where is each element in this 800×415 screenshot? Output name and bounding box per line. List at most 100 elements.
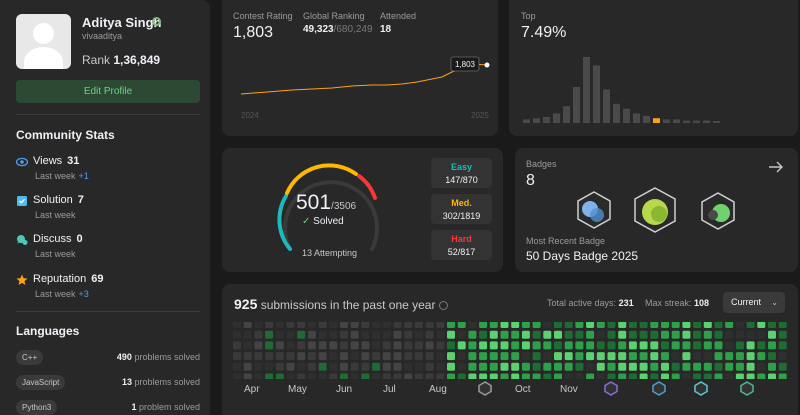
year-start-label: 2024 [241,111,259,120]
medium-stat[interactable]: Med. 302/1819 [431,194,492,224]
month-badge-icon[interactable] [652,381,666,399]
heatmap-cell [586,352,595,361]
histogram-bar [693,120,700,123]
heatmap-cell [447,362,455,371]
heatmap-cell [757,352,766,361]
edit-profile-button[interactable]: Edit Profile [16,80,200,103]
heatmap-title: 925 submissions in the past one year [234,296,449,312]
heatmap-cell [286,373,295,379]
heatmap-cell [297,322,306,328]
histogram-bar [613,103,620,123]
heatmap-cell [671,330,680,339]
heatmap-cell [532,373,541,379]
heatmap-cell [532,352,541,361]
heatmap-cell [703,373,712,379]
heatmap-cell [671,373,680,379]
heatmap-cell [500,373,509,379]
heatmap-cell [382,373,391,379]
heatmap-cell [489,341,498,350]
percentile-histogram[interactable] [521,55,791,125]
badge-icon[interactable] [632,186,678,234]
heatmap-cell [254,352,263,361]
heatmap-cell [778,352,787,361]
heatmap-cell [286,322,295,328]
heatmap-cell [725,373,734,379]
language-tag[interactable]: C++ [16,350,44,365]
heatmap-cell [575,341,584,350]
heatmap-cell [757,341,766,350]
heatmap-cell [639,373,648,379]
badges-card: Badges 8 Most Recent Badge 50 Days Badge… [515,148,798,272]
heatmap-cell [404,341,413,350]
heatmap-cell [628,330,637,339]
heatmap-cell [297,341,306,350]
heatmap-cell [318,352,327,361]
heatmap-cell [735,322,744,328]
heatmap-cell [564,373,573,379]
avatar[interactable] [16,14,71,69]
badge-icon[interactable] [699,191,737,231]
heatmap-grid[interactable] [233,322,788,379]
month-badge-icon[interactable] [478,381,492,399]
heatmap-cell [286,352,295,361]
month-badge-icon[interactable] [604,381,618,399]
month-badge-icon[interactable] [740,381,754,399]
heatmap-cell [682,330,691,339]
heatmap-cell [543,373,552,379]
heatmap-cell [757,322,766,328]
year-dropdown[interactable]: Current ⌄ [723,292,785,313]
heatmap-cell [682,322,691,328]
hard-stat[interactable]: Hard 52/817 [431,230,492,260]
heatmap-cell [682,362,691,371]
heatmap-cell [650,341,659,350]
heatmap-cell [329,330,338,339]
heatmap-cell [468,362,477,371]
heatmap-cell [661,322,669,328]
badge-icon[interactable] [575,190,613,230]
arrow-right-icon[interactable] [768,160,784,174]
heatmap-cell [307,373,316,379]
heatmap-cell [307,352,316,361]
heatmap-cell [618,341,627,350]
heatmap-cell [350,373,359,379]
heatmap-cell [511,322,520,328]
rating-chart[interactable]: 1,803 2024 2025 [237,52,492,122]
heatmap-cell [511,341,520,350]
heatmap-cell [457,352,466,361]
heatmap-cell [479,362,488,371]
user-rank: Rank 1,36,849 [82,53,161,67]
language-tag[interactable]: JavaScript [16,375,66,390]
heatmap-cell [350,362,359,371]
heatmap-cell [714,352,723,361]
heatmap-cell [650,362,659,371]
easy-stat[interactable]: Easy 147/870 [431,158,492,188]
heatmap-cell [768,341,776,350]
heatmap-cell [693,341,702,350]
active-days: Total active days: 231 [547,298,634,308]
heatmap-cell [318,373,327,379]
heatmap-cell [735,352,744,361]
heatmap-cell [265,373,274,379]
heatmap-cell [746,362,755,371]
histogram-bar [633,113,640,123]
histogram-bar [573,87,580,123]
heatmap-cell [639,322,648,328]
heatmap-cell [447,341,455,350]
heatmap-cell [457,341,466,350]
heatmap-cell [425,352,434,361]
heatmap-cell [639,352,648,361]
heatmap-cell [500,352,509,361]
heatmap-cell [340,330,348,339]
heatmap-cell [500,362,509,371]
month-badge-icon[interactable] [694,381,708,399]
heatmap-cell [436,322,445,328]
language-tag[interactable]: Python3 [16,400,58,415]
heatmap-cell [661,352,669,361]
info-icon[interactable] [439,301,449,311]
heatmap-cell [521,322,530,328]
submission-heatmap-card: 925 submissions in the past one year Tot… [222,284,798,415]
rating-point [484,62,490,68]
heatmap-cell [650,373,659,379]
heatmap-cell [414,330,423,339]
heatmap-cell [768,352,776,361]
